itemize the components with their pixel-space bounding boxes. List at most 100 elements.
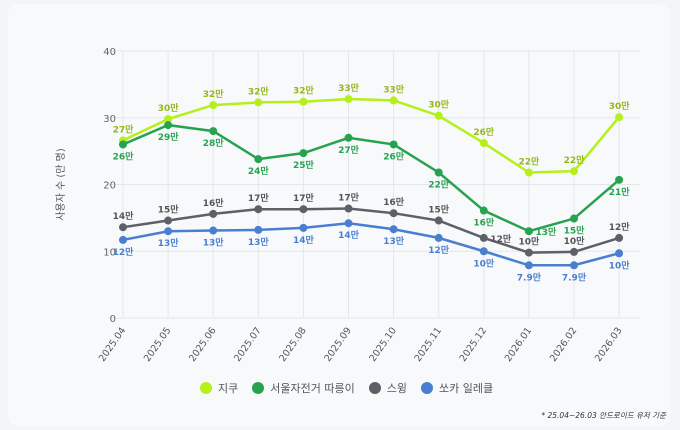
data-label: 26만: [473, 126, 495, 138]
legend-swatch: [420, 382, 433, 394]
data-label: 29만: [158, 131, 180, 143]
legend-swatch: [252, 382, 265, 394]
y-tick-label: 0: [110, 314, 116, 325]
data-point: [119, 223, 127, 232]
data-label: 15만: [158, 204, 180, 216]
footnote: * 25.04~26.03 안드로이드 유저 기준: [541, 411, 666, 420]
data-label: 16만: [203, 197, 225, 209]
data-point: [524, 227, 533, 236]
series-line: [122, 221, 620, 267]
data-point: [434, 233, 443, 242]
data-point: [299, 97, 308, 106]
data-label: 32만: [248, 85, 270, 97]
data-point: [164, 115, 173, 124]
data-point: [570, 247, 578, 256]
data-point: [119, 235, 127, 244]
data-label: 32만: [293, 85, 315, 97]
data-point: [570, 167, 578, 176]
legend-label: 서울자전거 따릉이: [270, 382, 355, 395]
data-point: [164, 121, 173, 130]
legend: 지쿠 서울자전거 따릉이 스윙 쏘카 일레클: [200, 380, 493, 396]
data-label: 16만: [383, 196, 405, 208]
data-point: [299, 149, 308, 158]
data-point: [254, 155, 263, 164]
data-point: [524, 248, 533, 257]
data-label: 28만: [203, 137, 225, 149]
x-tick-label: 2025.09: [322, 325, 354, 363]
data-point: [299, 223, 308, 232]
data-label: 24만: [248, 165, 270, 177]
data-label: 21만: [609, 186, 631, 198]
data-label: 12만: [609, 221, 631, 233]
data-label: 30만: [428, 99, 450, 111]
data-point: [434, 111, 443, 120]
x-tick-label: 2025.10: [368, 325, 400, 363]
data-point: [570, 214, 578, 223]
legend-item: 쏘카 일레클: [420, 380, 494, 396]
x-tick-label: 2025.04: [97, 325, 129, 363]
data-point: [209, 226, 218, 235]
data-point: [254, 205, 263, 214]
data-point: [479, 247, 488, 256]
data-point: [344, 204, 353, 213]
data-label: 13만: [203, 237, 225, 249]
data-label: 26만: [113, 150, 135, 162]
data-point: [119, 140, 127, 149]
x-tick-label: 2025.12: [458, 325, 490, 363]
data-point: [389, 140, 398, 149]
data-label: 27만: [338, 144, 360, 156]
series-line: [122, 123, 620, 233]
data-label: 17만: [338, 192, 360, 204]
data-point: [164, 227, 173, 236]
data-label: 10만: [609, 259, 631, 271]
x-tick-label: 2026.03: [593, 325, 625, 363]
data-point: [389, 96, 398, 105]
data-point: [209, 127, 218, 136]
x-tick-label: 2025.11: [413, 325, 445, 363]
data-label: 15만: [564, 225, 586, 237]
data-point: [615, 233, 624, 242]
y-tick-label: 20: [103, 181, 116, 192]
legend-item: 지쿠: [200, 380, 238, 396]
data-point: [344, 95, 353, 104]
data-label: 30만: [158, 102, 180, 114]
data-label: 14만: [338, 229, 360, 241]
legend-label: 쏘카 일레클: [438, 382, 494, 395]
data-label: 13만: [383, 235, 405, 247]
data-label: 13만: [158, 237, 180, 249]
data-label: 22만: [518, 155, 540, 167]
data-point: [344, 133, 353, 142]
x-tick-label: 2025.08: [277, 325, 309, 363]
data-label: 22만: [564, 154, 586, 166]
data-point: [524, 168, 533, 177]
data-label: 16만: [473, 217, 495, 229]
legend-item: 스윙: [368, 380, 407, 396]
data-label: 30만: [609, 100, 631, 112]
data-label: 12만: [428, 244, 450, 256]
legend-swatch: [200, 382, 212, 394]
data-point: [209, 101, 218, 110]
data-label: 14만: [113, 210, 135, 222]
data-label: 17만: [293, 192, 315, 204]
data-label: 15만: [428, 204, 450, 216]
y-tick-label: 10: [103, 247, 116, 258]
data-label: 7.9만: [517, 271, 542, 283]
data-label: 27만: [113, 123, 135, 135]
data-point: [209, 209, 218, 218]
legend-label: 스윙: [386, 382, 407, 395]
data-point: [615, 113, 624, 122]
legend-item: 서울자전거 따릉이: [252, 380, 355, 396]
data-point: [254, 225, 263, 234]
y-tick-label: 30: [103, 114, 116, 125]
data-point: [615, 249, 624, 258]
series-line: [122, 207, 620, 254]
data-label: 22만: [428, 178, 450, 190]
data-point: [299, 205, 308, 214]
data-point: [570, 261, 578, 270]
legend-swatch: [368, 382, 381, 394]
x-tick-label: 2025.06: [187, 325, 219, 363]
data-label: 10만: [564, 235, 586, 247]
data-point: [254, 98, 263, 107]
data-point: [479, 139, 488, 148]
